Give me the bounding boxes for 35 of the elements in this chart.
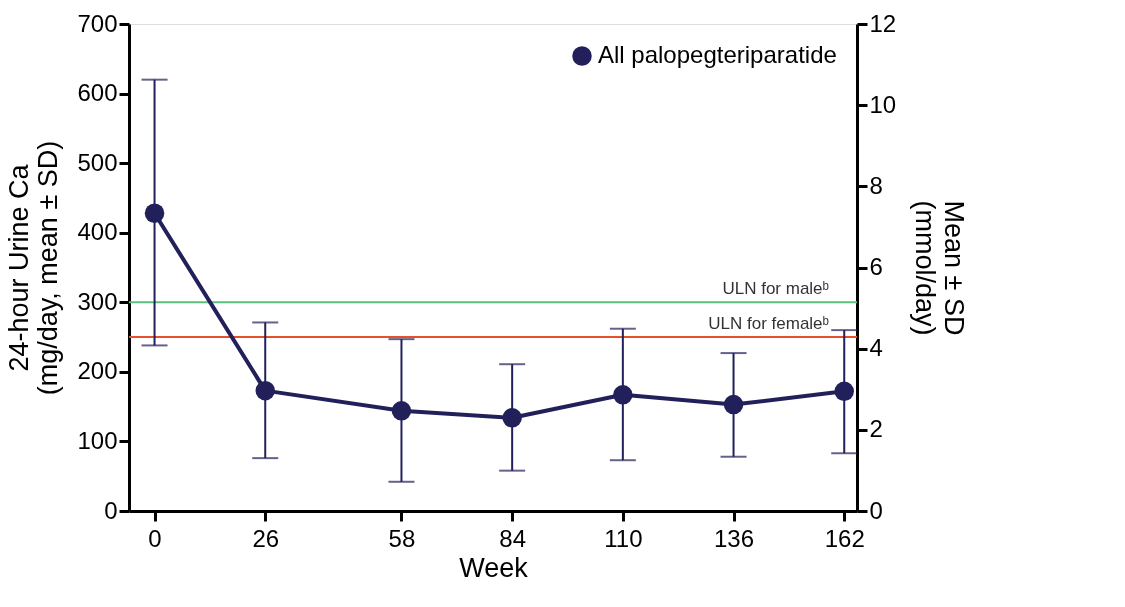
- y2-tick-label: 4: [869, 334, 883, 362]
- y2-tick-label: 0: [869, 496, 883, 524]
- x-tick-label: 26: [252, 524, 280, 552]
- y-tick-label: 100: [77, 426, 118, 454]
- y-tick-label: 200: [77, 357, 118, 385]
- ref-line-label: ULN for maleᵇ: [722, 279, 829, 299]
- x-tick-label: 136: [714, 524, 755, 552]
- x-tick-label: 110: [604, 524, 643, 552]
- y2-tick-label: 12: [869, 9, 897, 37]
- y-tick-label: 300: [77, 287, 118, 315]
- y-tick-label: 0: [104, 496, 118, 524]
- x-tick-label: 58: [388, 524, 416, 552]
- y2-tick-label: 2: [869, 415, 883, 443]
- point: [502, 408, 522, 428]
- ref-line-label: ULN for femaleᵇ: [708, 314, 829, 334]
- y-tick-label: 700: [77, 9, 118, 37]
- y2-tick-label: 10: [869, 90, 897, 118]
- point: [613, 385, 633, 405]
- y2-tick-label: 6: [869, 253, 883, 280]
- y-tick-label: 400: [77, 218, 118, 246]
- x-tick-label: 0: [148, 524, 162, 552]
- point: [144, 203, 165, 223]
- y2-tick-label: 8: [869, 171, 883, 199]
- y-axis-title: 24-hour Urine Ca (mg/day, mean ± SD): [4, 140, 64, 396]
- y-tick-label: 600: [77, 79, 118, 107]
- x-tick-label: 162: [824, 524, 865, 552]
- point: [723, 394, 744, 415]
- x-tick-label: 84: [499, 524, 527, 552]
- point: [255, 380, 275, 401]
- point: [834, 381, 854, 402]
- y-tick-label: 500: [77, 148, 118, 176]
- x-axis-title: Week: [459, 552, 529, 583]
- legend-label: All palopegteriparatide: [598, 41, 837, 68]
- y2-axis-title: Mean ± SD (mmol/day): [910, 200, 970, 336]
- point: [391, 401, 412, 421]
